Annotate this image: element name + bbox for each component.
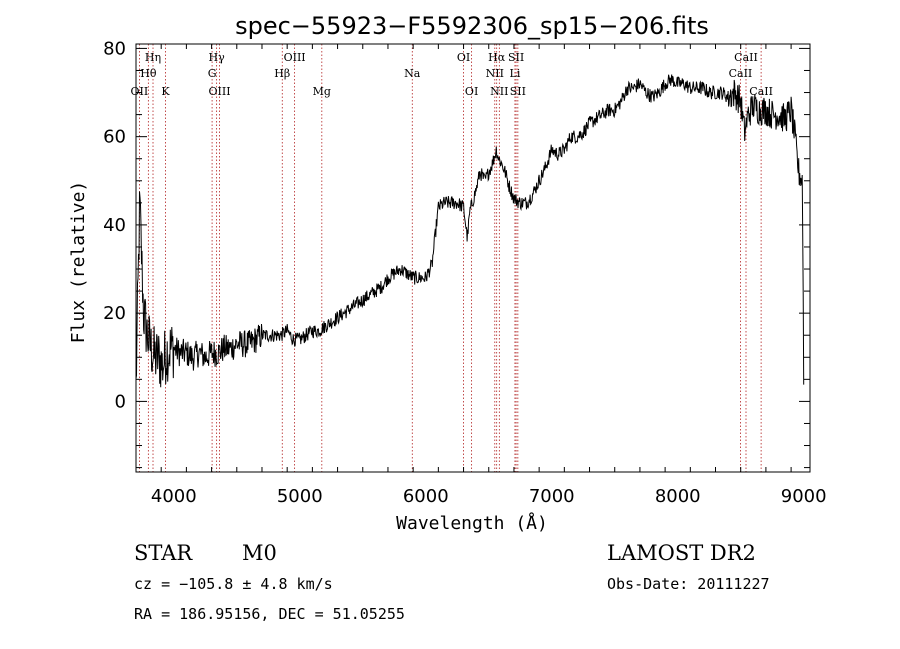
coordinates: RA = 186.95156, DEC = 51.05255 <box>134 605 405 623</box>
observation-date: Obs-Date: 20111227 <box>607 575 770 593</box>
y-tick-label-80: 80 <box>103 38 126 59</box>
line-label-10: Na <box>404 67 421 80</box>
line-label-6: OIII <box>208 85 230 98</box>
y-tick-label-60: 60 <box>103 127 126 148</box>
x-tick-label-4000: 4000 <box>151 486 197 507</box>
line-label-9: Mg <box>313 85 331 98</box>
x-tick-label-7000: 7000 <box>529 486 575 507</box>
spectral-line-markers <box>139 44 762 472</box>
object-class: STAR <box>134 541 193 565</box>
axis-ticks <box>135 44 810 472</box>
x-tick-label-5000: 5000 <box>277 486 323 507</box>
line-label-16: SII <box>508 51 524 64</box>
x-axis-label: Wavelength (Å) <box>396 512 548 534</box>
line-label-13: Hα <box>488 51 506 64</box>
line-label-2: Hη <box>145 51 161 64</box>
x-tick-label-8000: 8000 <box>655 486 701 507</box>
redshift-cz: cz = −105.8 ± 4.8 km/s <box>134 575 333 593</box>
line-label-19: CaII <box>734 51 758 64</box>
y-axis-label: Flux (relative) <box>68 181 89 344</box>
y-tick-label-40: 40 <box>103 215 126 236</box>
line-label-17: Li <box>510 67 521 80</box>
line-label-4: Hγ <box>209 51 226 64</box>
line-label-18: SII <box>510 85 526 98</box>
line-label-5: G <box>208 67 217 80</box>
line-label-12: OI <box>465 85 478 98</box>
x-tick-label-6000: 6000 <box>403 486 449 507</box>
line-label-21: CaII <box>749 85 773 98</box>
x-tick-label-9000: 9000 <box>781 486 827 507</box>
chart-title: spec−55923−F5592306_sp15−206.fits <box>235 12 709 40</box>
axis-tick-labels: 4000 5000 6000 7000 8000 9000 0 20 40 60 80 <box>103 38 827 507</box>
survey-name: LAMOST DR2 <box>607 541 756 565</box>
line-label-15: NII <box>490 85 508 98</box>
spectrum-series-line <box>135 74 805 388</box>
line-label-1: Hθ <box>140 67 157 80</box>
y-tick-label-20: 20 <box>103 303 126 324</box>
line-label-7: Hβ <box>274 67 290 80</box>
object-subclass: M0 <box>242 541 277 565</box>
line-label-8: OIII <box>284 51 306 64</box>
line-label-3: K <box>161 85 170 98</box>
line-label-14: NII <box>486 67 504 80</box>
line-label-11: OI <box>457 51 470 64</box>
line-label-0: OII <box>131 85 149 98</box>
spectral-line-labels: OIIHθHηKHγGOIIIHβOIIIMgNaOIOIHαNIINIISII… <box>131 51 773 98</box>
line-label-20: CaII <box>729 67 753 80</box>
plot-frame <box>135 43 811 473</box>
y-tick-label-0: 0 <box>115 391 126 412</box>
